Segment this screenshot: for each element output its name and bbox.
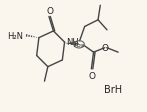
Text: O: O — [88, 71, 95, 80]
Text: H₂N: H₂N — [7, 32, 23, 41]
Text: Abs: Abs — [74, 42, 85, 47]
Text: O: O — [102, 43, 109, 52]
Polygon shape — [65, 43, 76, 46]
Text: O: O — [46, 7, 53, 16]
Text: BrH: BrH — [103, 84, 122, 94]
Text: NH: NH — [66, 38, 79, 47]
